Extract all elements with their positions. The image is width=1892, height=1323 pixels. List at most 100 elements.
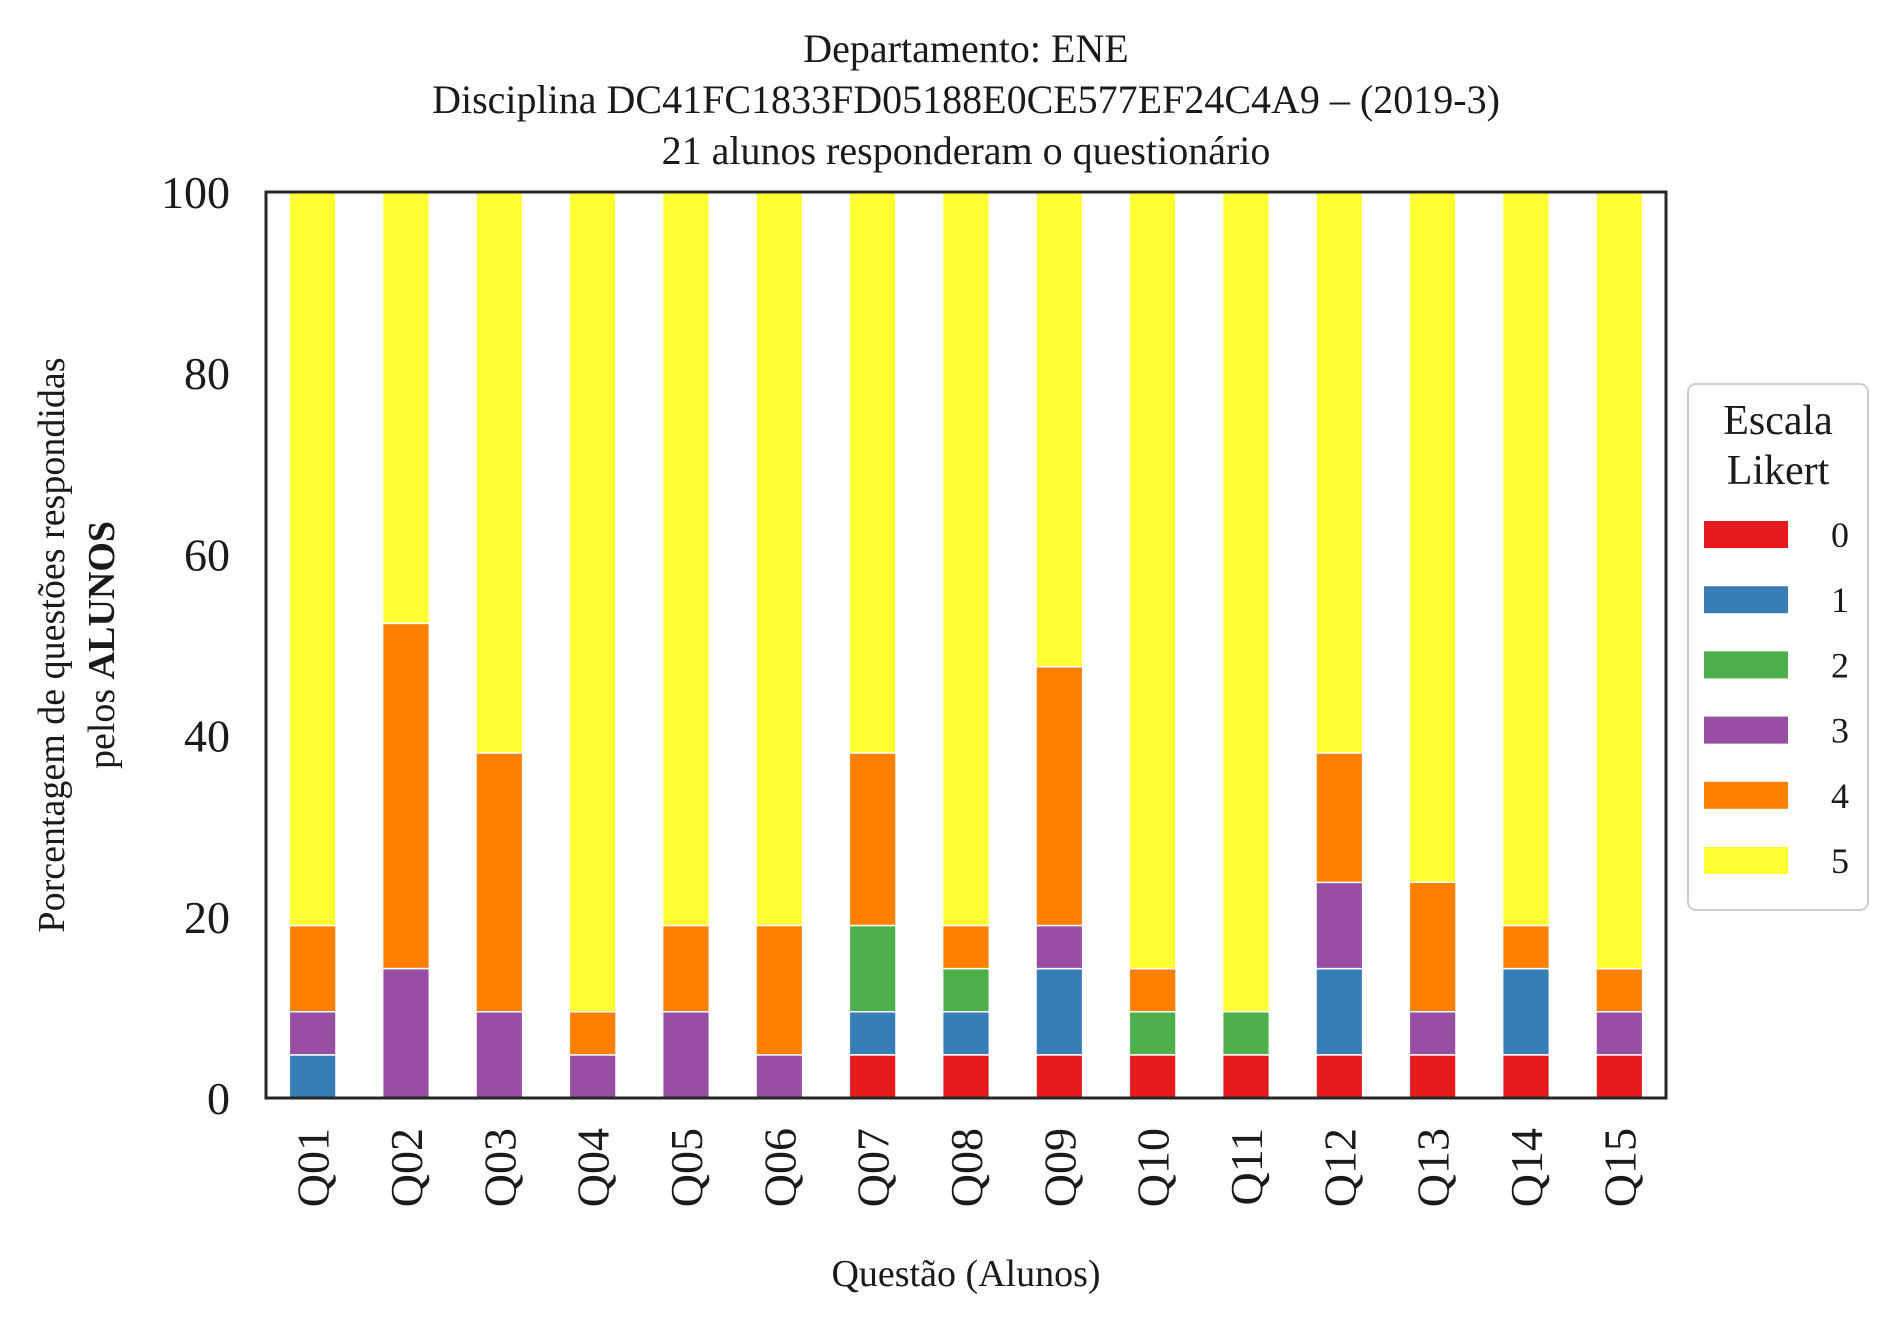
x-tick-label: Q11 xyxy=(1221,1128,1272,1206)
y-axis-ticks: 0 20 40 60 80 100 xyxy=(161,167,230,1124)
bar-Q04-level-3 xyxy=(568,1054,617,1099)
legend-swatch-0 xyxy=(1704,521,1788,548)
legend-swatch-3 xyxy=(1704,716,1788,744)
bar-Q06-level-5 xyxy=(755,191,804,927)
y-axis-label-bold: ALUNOS xyxy=(81,521,123,679)
bar-Q08-level-1 xyxy=(941,1010,991,1056)
bar-Q15-level-0 xyxy=(1595,1054,1644,1099)
bar-Q12-level-3 xyxy=(1315,881,1364,970)
y-tick-label: 100 xyxy=(161,167,230,218)
x-tick-label: Q04 xyxy=(568,1128,619,1207)
bar-Q01-level-1 xyxy=(288,1054,337,1099)
bar-Q09-level-1 xyxy=(1035,967,1084,1056)
x-tick-label: Q12 xyxy=(1314,1128,1365,1207)
y-tick-label: 0 xyxy=(207,1073,230,1124)
bar-Q13-level-4 xyxy=(1408,881,1457,1013)
title-line-1: Departamento: ENE xyxy=(803,26,1128,71)
bar-Q07-level-0 xyxy=(848,1054,897,1099)
bar-Q15-level-5 xyxy=(1595,191,1644,970)
bar-Q03-level-3 xyxy=(475,1010,524,1099)
bar-Q12-level-1 xyxy=(1315,967,1364,1056)
bar-Q03-level-4 xyxy=(475,752,524,1013)
legend-label-1: 1 xyxy=(1831,580,1849,620)
bar-Q05-level-3 xyxy=(661,1010,711,1099)
plot-frame xyxy=(264,190,1668,1100)
legend-label-5: 5 xyxy=(1831,841,1849,881)
bar-Q14-level-1 xyxy=(1501,967,1551,1056)
bar-Q02-level-4 xyxy=(381,622,431,970)
bar-Q02-level-5 xyxy=(381,191,431,625)
bar-Q06-level-4 xyxy=(755,924,804,1056)
legend-swatch-1 xyxy=(1704,586,1788,614)
title-line-3: 21 alunos responderam o questionário xyxy=(662,128,1271,173)
legend-swatch-2 xyxy=(1704,651,1788,679)
bar-Q04-level-4 xyxy=(568,1010,617,1056)
x-axis-label: Questão (Alunos) xyxy=(831,1253,1100,1295)
bar-Q12-level-0 xyxy=(1315,1054,1364,1099)
legend-label-4: 4 xyxy=(1831,776,1849,816)
bars-layer xyxy=(288,191,1644,1099)
x-tick-label: Q09 xyxy=(1034,1128,1085,1207)
bar-Q12-level-5 xyxy=(1315,191,1364,754)
legend-swatch-5 xyxy=(1704,847,1788,874)
bar-Q02-level-3 xyxy=(381,967,431,1099)
x-tick-label: Q02 xyxy=(381,1128,432,1207)
y-tick-label: 60 xyxy=(184,529,230,580)
bar-Q03-level-5 xyxy=(475,191,524,754)
legend-title-line-2: Likert xyxy=(1727,448,1830,494)
bar-Q07-level-5 xyxy=(848,191,897,754)
bar-Q10-level-4 xyxy=(1128,967,1177,1013)
y-tick-label: 80 xyxy=(184,348,230,399)
bar-Q08-level-2 xyxy=(941,967,991,1013)
legend-title-line-1: Escala xyxy=(1723,398,1833,444)
bar-Q09-level-0 xyxy=(1035,1054,1084,1099)
legend-label-3: 3 xyxy=(1831,711,1849,751)
bar-Q09-level-5 xyxy=(1035,191,1084,668)
bar-Q10-level-5 xyxy=(1128,191,1177,970)
bar-Q07-level-1 xyxy=(848,1010,897,1056)
bar-Q10-level-0 xyxy=(1128,1054,1177,1099)
x-tick-label: Q10 xyxy=(1128,1128,1179,1207)
y-tick-label: 20 xyxy=(184,892,230,943)
y-axis-label-prefix: pelos xyxy=(81,679,123,769)
x-tick-label: Q01 xyxy=(288,1128,339,1207)
bar-Q04-level-5 xyxy=(568,191,617,1013)
x-tick-label: Q07 xyxy=(848,1128,899,1207)
bar-Q01-level-3 xyxy=(288,1010,337,1056)
legend-swatch-4 xyxy=(1704,781,1788,809)
bar-Q11-level-0 xyxy=(1221,1054,1271,1099)
bar-Q15-level-3 xyxy=(1595,1010,1644,1056)
y-axis-label-line-1: Porcentagem de questões respondidas xyxy=(31,357,73,932)
bar-Q11-level-2 xyxy=(1221,1010,1271,1056)
bar-Q05-level-4 xyxy=(661,924,711,1013)
x-tick-label: Q05 xyxy=(661,1128,712,1207)
bar-Q01-level-4 xyxy=(288,924,337,1013)
x-tick-label: Q06 xyxy=(754,1128,805,1207)
x-tick-label: Q14 xyxy=(1501,1128,1552,1207)
y-tick-label: 40 xyxy=(184,711,230,762)
bar-Q15-level-4 xyxy=(1595,967,1644,1013)
bar-Q09-level-4 xyxy=(1035,665,1084,927)
legend: Escala Likert 0 1 2 3 4 5 xyxy=(1687,383,1869,911)
x-tick-label: Q08 xyxy=(941,1128,992,1207)
bar-Q08-level-5 xyxy=(941,191,991,927)
bar-Q06-level-3 xyxy=(755,1054,804,1099)
bar-Q10-level-2 xyxy=(1128,1010,1177,1056)
x-tick-label: Q03 xyxy=(474,1128,525,1207)
bar-Q11-level-5 xyxy=(1221,191,1271,1013)
bar-Q14-level-4 xyxy=(1501,924,1551,970)
bar-Q05-level-5 xyxy=(661,191,711,927)
legend-label-2: 2 xyxy=(1831,645,1849,685)
y-axis-label-line-2: pelos ALUNOS xyxy=(81,521,123,769)
x-axis-ticks: Q01 Q02 Q03 Q04 Q05 Q06 Q07 Q08 Q09 Q10 Q11 Q12 Q13 Q… xyxy=(288,1128,1646,1207)
y-axis-label: Porcentagem de questões respondidas pelo… xyxy=(31,357,123,932)
bar-Q07-level-2 xyxy=(848,924,897,1013)
x-tick-label: Q13 xyxy=(1408,1128,1459,1207)
bar-Q08-level-0 xyxy=(941,1054,991,1099)
bar-Q07-level-4 xyxy=(848,752,897,927)
legend-label-0: 0 xyxy=(1831,515,1849,555)
legend-box xyxy=(1687,383,1869,911)
legend-items: 0 1 2 3 4 5 xyxy=(1704,515,1849,881)
bar-Q12-level-4 xyxy=(1315,752,1364,884)
